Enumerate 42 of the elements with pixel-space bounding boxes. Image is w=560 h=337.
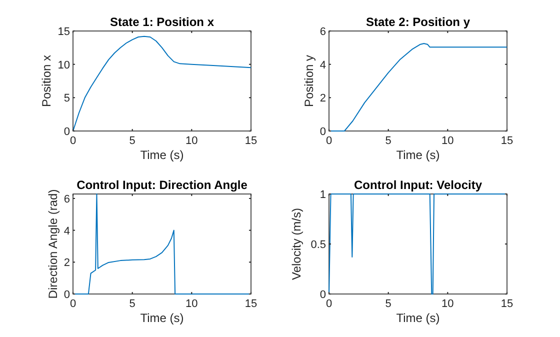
x-tick-label: 10 (186, 298, 198, 310)
y-tick-label: 2 (64, 257, 70, 270)
chart-title: State 1: Position x (110, 15, 214, 29)
x-tick-label: 10 (186, 135, 198, 147)
x-axis-title: Time (s) (396, 148, 440, 162)
chart-title: Control Input: Velocity (354, 178, 482, 192)
y-tick-label: 0 (64, 126, 70, 138)
y-tick-label: 0 (64, 289, 70, 301)
chart-title: State 2: Position y (366, 15, 470, 29)
x-tick-label: 5 (129, 135, 136, 147)
x-tick-label: 15 (500, 298, 514, 310)
y-tick-label: 6 (64, 193, 70, 206)
y-axis-title: Position x (40, 54, 54, 108)
y-tick-label: 4 (64, 225, 70, 238)
x-tick-label: 15 (244, 298, 258, 310)
x-axis-title: Time (s) (140, 148, 184, 162)
x-tick-label: 5 (385, 298, 392, 310)
y-tick-label: 0 (320, 126, 326, 138)
x-axis-title: Time (s) (140, 311, 184, 325)
y-tick-label: 10 (58, 59, 70, 72)
line-series (72, 194, 252, 294)
x-tick-label: 5 (129, 298, 136, 310)
x-tick-label: 5 (385, 135, 392, 147)
x-axis-title: Time (s) (396, 311, 440, 325)
y-tick-label: 0 (320, 289, 326, 301)
y-tick-label: 2 (320, 92, 326, 105)
y-axis-title: Velocity (m/s) (289, 208, 304, 280)
chart-title: Control Input: Direction Angle (76, 178, 248, 192)
x-tick-label: 10 (442, 298, 454, 310)
y-tick-label: 15 (58, 26, 70, 38)
y-axis-title: Position y (302, 54, 316, 108)
y-tick-label: 6 (320, 26, 326, 38)
y-tick-label: 1 (320, 189, 326, 201)
x-tick-label: 15 (244, 135, 258, 147)
y-tick-label: 5 (64, 92, 70, 105)
y-tick-label: 4 (320, 59, 326, 72)
x-tick-label: 10 (442, 135, 454, 147)
line-series (328, 43, 508, 132)
line-series (72, 36, 252, 132)
x-tick-label: 15 (500, 135, 514, 147)
y-tick-label: 0.5 (310, 239, 326, 251)
y-axis-title: Direction Angle (rad) (46, 189, 60, 299)
